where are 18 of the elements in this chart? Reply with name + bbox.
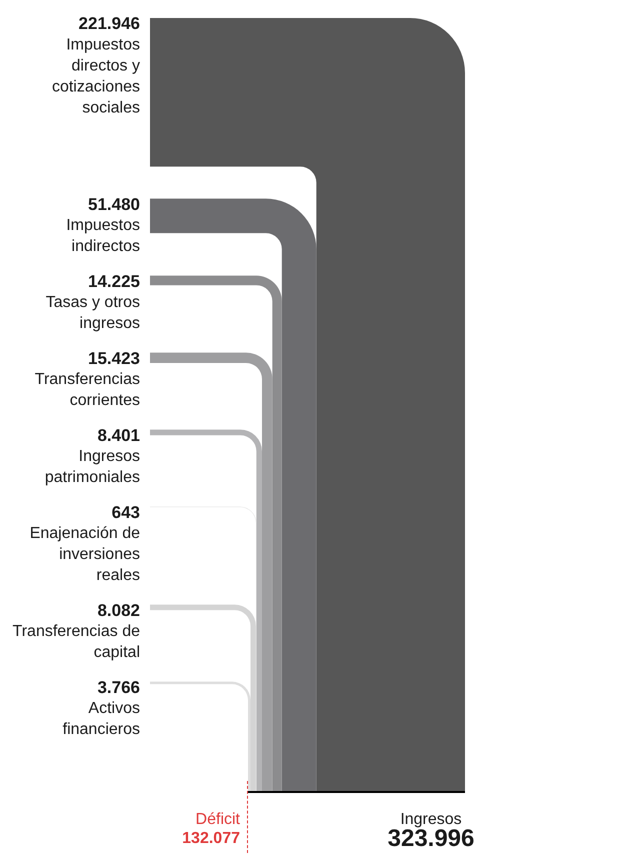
data-label: 8.082 xyxy=(97,600,140,620)
category-label: Transferencias corrientes xyxy=(34,371,140,410)
category-label: Tasas y otros ingresos xyxy=(46,294,140,332)
data-label: 643 xyxy=(112,502,140,522)
data-label: 14.225 xyxy=(88,272,140,291)
category-label: Activos financieros xyxy=(62,700,140,738)
data-label: 51.480 xyxy=(88,194,140,214)
category-label: Impuestos indirectos xyxy=(66,217,140,256)
data-label: 221.946 xyxy=(78,14,140,34)
text: Ingresos 323.996 xyxy=(388,811,474,852)
text: Déficit 132.077 xyxy=(182,811,241,847)
category-label: Transferencias de capital xyxy=(12,623,140,662)
category-label: Ingresos patrimoniales xyxy=(44,448,140,486)
category-label: Impuestos directos y cotizaciones sociales xyxy=(52,36,140,116)
category-label: Enajenación de inversiones reales xyxy=(30,525,140,584)
data-label: 15.423 xyxy=(88,348,140,368)
data-label: 3.766 xyxy=(97,678,140,697)
data-label: 8.401 xyxy=(97,426,140,445)
